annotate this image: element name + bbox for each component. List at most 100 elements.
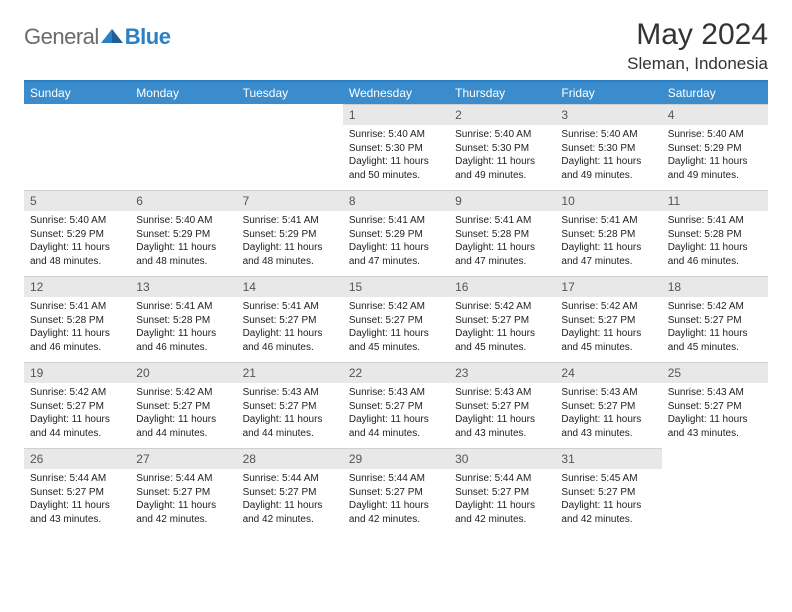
location: Sleman, Indonesia — [627, 54, 768, 74]
day-number: 17 — [555, 276, 661, 297]
day-number: 19 — [24, 362, 130, 383]
day-number: 31 — [555, 448, 661, 469]
calendar-day: 19Sunrise: 5:42 AMSunset: 5:27 PMDayligh… — [24, 362, 130, 448]
day-number: 11 — [662, 190, 768, 211]
day-info: Sunrise: 5:40 AMSunset: 5:30 PMDaylight:… — [449, 125, 555, 188]
day-info: Sunrise: 5:42 AMSunset: 5:27 PMDaylight:… — [662, 297, 768, 360]
calendar-day: 23Sunrise: 5:43 AMSunset: 5:27 PMDayligh… — [449, 362, 555, 448]
day-info: Sunrise: 5:41 AMSunset: 5:28 PMDaylight:… — [24, 297, 130, 360]
day-info: Sunrise: 5:43 AMSunset: 5:27 PMDaylight:… — [343, 383, 449, 446]
day-number: 15 — [343, 276, 449, 297]
calendar-row: 19Sunrise: 5:42 AMSunset: 5:27 PMDayligh… — [24, 362, 768, 448]
page-header: General Blue May 2024 Sleman, Indonesia — [24, 18, 768, 74]
calendar-day: 8Sunrise: 5:41 AMSunset: 5:29 PMDaylight… — [343, 190, 449, 276]
day-number: 21 — [237, 362, 343, 383]
calendar-day: 27Sunrise: 5:44 AMSunset: 5:27 PMDayligh… — [130, 448, 236, 534]
day-info: Sunrise: 5:42 AMSunset: 5:27 PMDaylight:… — [130, 383, 236, 446]
day-info: Sunrise: 5:41 AMSunset: 5:28 PMDaylight:… — [555, 211, 661, 274]
day-info: Sunrise: 5:44 AMSunset: 5:27 PMDaylight:… — [449, 469, 555, 532]
weekday-header: Sunday — [24, 81, 130, 104]
day-number: 28 — [237, 448, 343, 469]
day-number: 23 — [449, 362, 555, 383]
day-info: Sunrise: 5:45 AMSunset: 5:27 PMDaylight:… — [555, 469, 661, 532]
calendar-row: ......1Sunrise: 5:40 AMSunset: 5:30 PMDa… — [24, 104, 768, 190]
day-info: Sunrise: 5:42 AMSunset: 5:27 PMDaylight:… — [555, 297, 661, 360]
weekday-header: Friday — [555, 81, 661, 104]
day-number: 3 — [555, 104, 661, 125]
calendar-day: 30Sunrise: 5:44 AMSunset: 5:27 PMDayligh… — [449, 448, 555, 534]
day-info: Sunrise: 5:44 AMSunset: 5:27 PMDaylight:… — [130, 469, 236, 532]
day-number: 2 — [449, 104, 555, 125]
day-number: 18 — [662, 276, 768, 297]
calendar-day: 13Sunrise: 5:41 AMSunset: 5:28 PMDayligh… — [130, 276, 236, 362]
calendar-day: 12Sunrise: 5:41 AMSunset: 5:28 PMDayligh… — [24, 276, 130, 362]
day-number: 8 — [343, 190, 449, 211]
day-info: Sunrise: 5:40 AMSunset: 5:30 PMDaylight:… — [555, 125, 661, 188]
calendar-day: 28Sunrise: 5:44 AMSunset: 5:27 PMDayligh… — [237, 448, 343, 534]
logo-text-2: Blue — [125, 24, 171, 50]
calendar-empty: .. — [662, 448, 768, 534]
day-info: Sunrise: 5:40 AMSunset: 5:29 PMDaylight:… — [130, 211, 236, 274]
title-block: May 2024 Sleman, Indonesia — [627, 18, 768, 74]
day-info: Sunrise: 5:41 AMSunset: 5:27 PMDaylight:… — [237, 297, 343, 360]
day-info: Sunrise: 5:41 AMSunset: 5:28 PMDaylight:… — [662, 211, 768, 274]
calendar-day: 29Sunrise: 5:44 AMSunset: 5:27 PMDayligh… — [343, 448, 449, 534]
day-info: Sunrise: 5:42 AMSunset: 5:27 PMDaylight:… — [449, 297, 555, 360]
calendar-day: 21Sunrise: 5:43 AMSunset: 5:27 PMDayligh… — [237, 362, 343, 448]
weekday-header: Thursday — [449, 81, 555, 104]
calendar-empty: .. — [237, 104, 343, 190]
day-info: Sunrise: 5:41 AMSunset: 5:28 PMDaylight:… — [449, 211, 555, 274]
weekday-header: Monday — [130, 81, 236, 104]
calendar-day: 7Sunrise: 5:41 AMSunset: 5:29 PMDaylight… — [237, 190, 343, 276]
day-info: Sunrise: 5:40 AMSunset: 5:29 PMDaylight:… — [24, 211, 130, 274]
weekday-header: Tuesday — [237, 81, 343, 104]
calendar-day: 24Sunrise: 5:43 AMSunset: 5:27 PMDayligh… — [555, 362, 661, 448]
day-number: 24 — [555, 362, 661, 383]
day-number: 12 — [24, 276, 130, 297]
logo: General Blue — [24, 18, 170, 50]
day-info: Sunrise: 5:43 AMSunset: 5:27 PMDaylight:… — [449, 383, 555, 446]
day-number: 29 — [343, 448, 449, 469]
day-number: 20 — [130, 362, 236, 383]
month-title: May 2024 — [627, 18, 768, 52]
day-info: Sunrise: 5:41 AMSunset: 5:29 PMDaylight:… — [343, 211, 449, 274]
calendar-table: SundayMondayTuesdayWednesdayThursdayFrid… — [24, 80, 768, 534]
weekday-header: Saturday — [662, 81, 768, 104]
calendar-day: 6Sunrise: 5:40 AMSunset: 5:29 PMDaylight… — [130, 190, 236, 276]
day-number: 25 — [662, 362, 768, 383]
calendar-day: 16Sunrise: 5:42 AMSunset: 5:27 PMDayligh… — [449, 276, 555, 362]
calendar-day: 20Sunrise: 5:42 AMSunset: 5:27 PMDayligh… — [130, 362, 236, 448]
calendar-day: 25Sunrise: 5:43 AMSunset: 5:27 PMDayligh… — [662, 362, 768, 448]
calendar-day: 26Sunrise: 5:44 AMSunset: 5:27 PMDayligh… — [24, 448, 130, 534]
calendar-day: 2Sunrise: 5:40 AMSunset: 5:30 PMDaylight… — [449, 104, 555, 190]
calendar-empty: .. — [130, 104, 236, 190]
day-info: Sunrise: 5:42 AMSunset: 5:27 PMDaylight:… — [24, 383, 130, 446]
day-number: 4 — [662, 104, 768, 125]
day-number: 30 — [449, 448, 555, 469]
calendar-body: ......1Sunrise: 5:40 AMSunset: 5:30 PMDa… — [24, 104, 768, 534]
day-info: Sunrise: 5:40 AMSunset: 5:30 PMDaylight:… — [343, 125, 449, 188]
day-number: 27 — [130, 448, 236, 469]
calendar-row: 26Sunrise: 5:44 AMSunset: 5:27 PMDayligh… — [24, 448, 768, 534]
day-info: Sunrise: 5:44 AMSunset: 5:27 PMDaylight:… — [24, 469, 130, 532]
logo-triangle-icon — [101, 29, 123, 45]
calendar-day: 31Sunrise: 5:45 AMSunset: 5:27 PMDayligh… — [555, 448, 661, 534]
day-number: 7 — [237, 190, 343, 211]
calendar-empty: .. — [24, 104, 130, 190]
day-info: Sunrise: 5:43 AMSunset: 5:27 PMDaylight:… — [237, 383, 343, 446]
calendar-day: 15Sunrise: 5:42 AMSunset: 5:27 PMDayligh… — [343, 276, 449, 362]
day-number: 1 — [343, 104, 449, 125]
day-info: Sunrise: 5:44 AMSunset: 5:27 PMDaylight:… — [343, 469, 449, 532]
day-number: 6 — [130, 190, 236, 211]
logo-text-1: General — [24, 24, 99, 50]
day-number: 13 — [130, 276, 236, 297]
day-number: 26 — [24, 448, 130, 469]
day-number: 9 — [449, 190, 555, 211]
calendar-day: 22Sunrise: 5:43 AMSunset: 5:27 PMDayligh… — [343, 362, 449, 448]
day-number: 5 — [24, 190, 130, 211]
day-info: Sunrise: 5:43 AMSunset: 5:27 PMDaylight:… — [555, 383, 661, 446]
calendar-day: 1Sunrise: 5:40 AMSunset: 5:30 PMDaylight… — [343, 104, 449, 190]
day-number: 10 — [555, 190, 661, 211]
calendar-day: 5Sunrise: 5:40 AMSunset: 5:29 PMDaylight… — [24, 190, 130, 276]
calendar-row: 12Sunrise: 5:41 AMSunset: 5:28 PMDayligh… — [24, 276, 768, 362]
